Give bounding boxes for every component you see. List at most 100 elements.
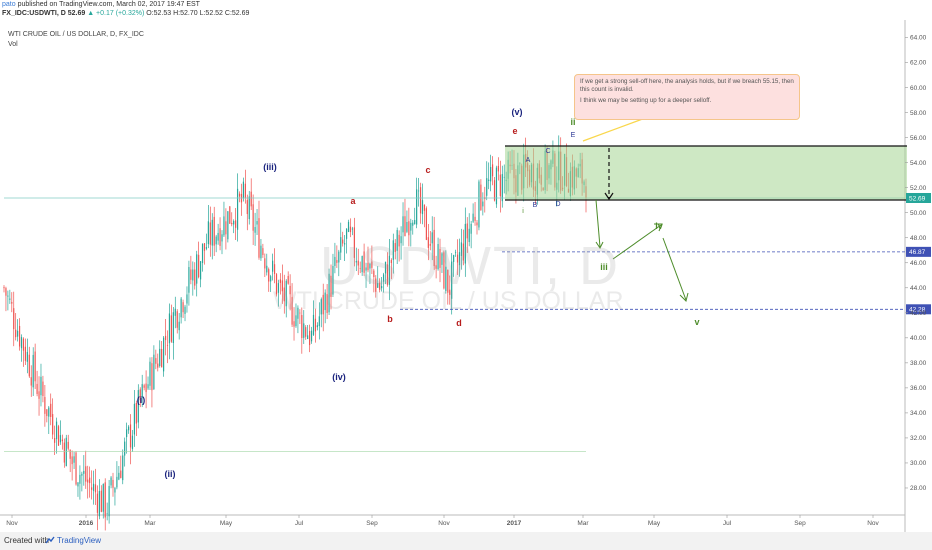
candle-body bbox=[488, 179, 490, 181]
candle-body bbox=[312, 314, 315, 335]
candle-body bbox=[486, 178, 488, 196]
candle-body bbox=[196, 254, 198, 284]
candle-body bbox=[90, 487, 93, 490]
candle-body bbox=[20, 337, 23, 349]
y-tick-label: 52.00 bbox=[910, 185, 927, 192]
candle-body bbox=[246, 200, 248, 215]
level-tag-46-bg bbox=[906, 246, 931, 257]
candle-body bbox=[161, 349, 163, 368]
candle-body bbox=[476, 222, 478, 226]
candle-body bbox=[85, 466, 87, 482]
ohlc-values: O:52.53 H:52.70 L:52.52 C:52.69 bbox=[144, 10, 250, 17]
candle-body bbox=[472, 213, 474, 222]
candle-body bbox=[83, 470, 85, 474]
candle-body bbox=[122, 455, 124, 481]
candle-body bbox=[367, 262, 369, 271]
candle-body bbox=[145, 383, 147, 393]
arrow-to-iii-head bbox=[595, 241, 604, 249]
candle-body bbox=[307, 335, 309, 340]
candle-body bbox=[77, 482, 79, 487]
candle-body bbox=[388, 255, 391, 285]
candle-body bbox=[305, 327, 307, 337]
candle-body bbox=[15, 329, 17, 338]
candle-body bbox=[112, 479, 114, 488]
y-tick-label: 42.00 bbox=[910, 310, 927, 317]
candle-body bbox=[270, 276, 272, 282]
candle-body bbox=[427, 237, 429, 248]
y-tick-label: 50.00 bbox=[910, 210, 927, 217]
candle-body bbox=[57, 426, 60, 446]
x-tick-label: May bbox=[648, 520, 661, 527]
candle-body bbox=[382, 274, 385, 282]
candle-body bbox=[410, 222, 412, 231]
author-link[interactable]: pato bbox=[2, 1, 16, 8]
level-tag-42-bg bbox=[906, 304, 931, 315]
candle-body bbox=[153, 354, 155, 390]
candle-body bbox=[299, 312, 301, 314]
arrow-to-iv bbox=[612, 224, 662, 260]
wave-label-15: i bbox=[522, 208, 524, 215]
arrow-to-v bbox=[662, 237, 687, 301]
candle-body bbox=[116, 476, 118, 488]
candle-body bbox=[345, 228, 348, 239]
symbol-quote: FX_IDC:USDWTI, D 52.69 ▲ +0.17 (+0.32%) … bbox=[2, 10, 249, 17]
candle-body bbox=[384, 261, 387, 274]
candle-body bbox=[412, 222, 414, 226]
candle-body bbox=[443, 252, 445, 289]
candle-body bbox=[318, 316, 320, 327]
candle-body bbox=[108, 486, 110, 517]
candle-body bbox=[219, 228, 221, 246]
candle-body bbox=[79, 474, 81, 484]
price-change: ▲ +0.17 (+0.32%) bbox=[87, 10, 145, 17]
candle-body bbox=[433, 229, 435, 267]
candle-body bbox=[285, 280, 287, 307]
y-tick-label: 46.00 bbox=[910, 260, 927, 267]
candle-body bbox=[466, 223, 468, 239]
current-price-tag: 52.69 bbox=[909, 195, 926, 202]
candle-body bbox=[194, 269, 196, 286]
candle-body bbox=[13, 308, 15, 330]
candle-body bbox=[266, 265, 268, 273]
level-tag-42: 42.28 bbox=[909, 307, 926, 314]
candle-body bbox=[87, 479, 89, 483]
candle-body bbox=[279, 279, 282, 283]
x-tick-label: Nov bbox=[6, 520, 18, 527]
candle-body bbox=[400, 236, 402, 244]
candle-body bbox=[355, 261, 357, 263]
candle-body bbox=[283, 287, 285, 302]
candle-body bbox=[166, 345, 169, 346]
y-tick-label: 58.00 bbox=[910, 110, 927, 117]
note-line-2: I think we may be setting up for a deepe… bbox=[580, 97, 712, 105]
candle-body bbox=[262, 248, 264, 255]
price-chart[interactable]: 52.69 46.87 42.28 (i) (ii) (iii) (iv) (v) a b c d e A… bbox=[0, 20, 932, 532]
candle-body bbox=[394, 243, 396, 252]
candle-body bbox=[143, 385, 145, 388]
analysis-note[interactable]: If we get a strong sell-off here, the an… bbox=[574, 74, 800, 120]
candle-body bbox=[149, 361, 151, 386]
candle-body bbox=[50, 403, 52, 417]
candle-body bbox=[254, 227, 256, 233]
candle-body bbox=[441, 253, 443, 265]
candle-body bbox=[460, 242, 463, 257]
x-tick-label: May bbox=[220, 520, 233, 527]
candle-body bbox=[236, 188, 239, 230]
candle-body bbox=[54, 437, 56, 443]
candle-body bbox=[205, 247, 208, 249]
candle-body bbox=[42, 381, 44, 396]
candle-body bbox=[221, 234, 223, 242]
candle-body bbox=[310, 330, 313, 342]
wave-label-13: D bbox=[555, 201, 560, 208]
candle-body bbox=[495, 167, 498, 205]
wave-label-5: a bbox=[350, 196, 356, 206]
candle-body bbox=[396, 230, 398, 251]
candle-body bbox=[5, 288, 7, 296]
candle-body bbox=[40, 376, 42, 396]
footer-brand-link[interactable]: TradingView bbox=[57, 536, 102, 545]
candle-body bbox=[287, 275, 289, 284]
candle-body bbox=[439, 248, 441, 268]
arrow-to-v-head bbox=[679, 292, 689, 302]
candle-body bbox=[190, 269, 192, 280]
candle-body bbox=[314, 318, 317, 332]
candle-body bbox=[272, 260, 274, 272]
candle-body bbox=[289, 285, 291, 295]
